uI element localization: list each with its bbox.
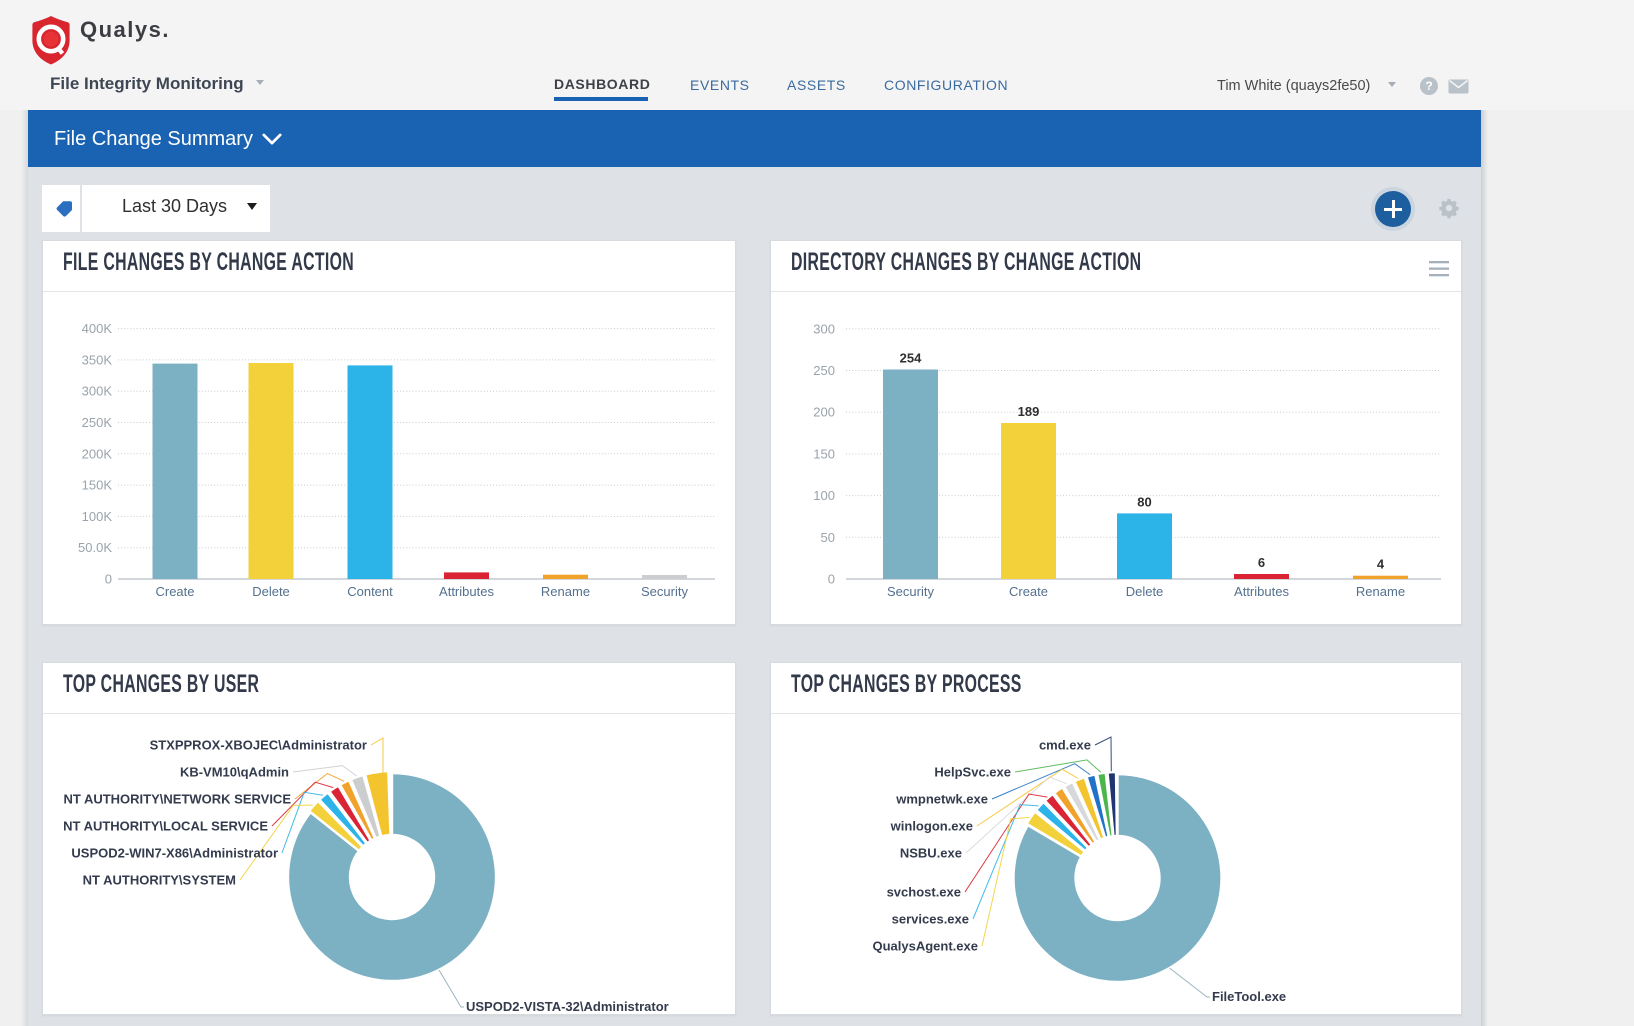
svg-text:189: 189 [1018,404,1040,419]
svg-text:4: 4 [1377,557,1385,572]
svg-text:NT AUTHORITY\LOCAL SERVICE: NT AUTHORITY\LOCAL SERVICE [63,819,268,834]
svg-text:svchost.exe: svchost.exe [887,885,961,900]
svg-text:services.exe: services.exe [892,912,969,927]
svg-text:Security: Security [641,584,688,599]
svg-text:NT AUTHORITY\NETWORK SERVICE: NT AUTHORITY\NETWORK SERVICE [63,792,291,807]
svg-text:100K: 100K [82,509,113,524]
svg-text:200K: 200K [82,446,113,461]
svg-text:STXPPROX-XBOJEC\Administrator: STXPPROX-XBOJEC\Administrator [150,738,367,753]
svg-text:Create: Create [155,584,194,599]
svg-text:0: 0 [105,572,112,587]
svg-text:winlogon.exe: winlogon.exe [890,819,973,834]
svg-text:50: 50 [821,530,835,545]
svg-text:100: 100 [813,488,835,503]
svg-text:Rename: Rename [1356,584,1405,599]
svg-text:Rename: Rename [541,584,590,599]
svg-text:200: 200 [813,405,835,420]
svg-text:150: 150 [813,446,835,461]
svg-text:Security: Security [887,584,934,599]
svg-text:300: 300 [813,321,835,336]
svg-text:Attributes: Attributes [439,584,494,599]
svg-text:QualysAgent.exe: QualysAgent.exe [873,939,979,954]
svg-text:cmd.exe: cmd.exe [1039,738,1091,753]
svg-text:250: 250 [813,363,835,378]
svg-text:Delete: Delete [1126,584,1164,599]
svg-text:USPOD2-VISTA-32\Administrator: USPOD2-VISTA-32\Administrator [466,999,669,1014]
svg-text:150K: 150K [82,478,113,493]
svg-text:300K: 300K [82,384,113,399]
svg-text:USPOD2-WIN7-X86\Administrator: USPOD2-WIN7-X86\Administrator [71,846,278,861]
svg-text:FileTool.exe: FileTool.exe [1212,989,1286,1004]
svg-text:wmpnetwk.exe: wmpnetwk.exe [895,792,988,807]
svg-text:80: 80 [1137,494,1151,509]
svg-text:NT AUTHORITY\SYSTEM: NT AUTHORITY\SYSTEM [83,873,236,888]
svg-text:350K: 350K [82,352,113,367]
svg-text:6: 6 [1258,555,1265,570]
svg-text:0: 0 [828,572,835,587]
svg-text:Delete: Delete [252,584,290,599]
svg-text:HelpSvc.exe: HelpSvc.exe [934,765,1011,780]
svg-text:400K: 400K [82,321,113,336]
svg-text:250K: 250K [82,415,113,430]
svg-text:KB-VM10\qAdmin: KB-VM10\qAdmin [180,765,289,780]
svg-text:254: 254 [900,351,922,366]
svg-text:NSBU.exe: NSBU.exe [900,846,962,861]
svg-text:50.0K: 50.0K [78,540,112,555]
svg-text:Content: Content [347,584,393,599]
svg-text:Create: Create [1009,584,1048,599]
svg-text:Attributes: Attributes [1234,584,1289,599]
